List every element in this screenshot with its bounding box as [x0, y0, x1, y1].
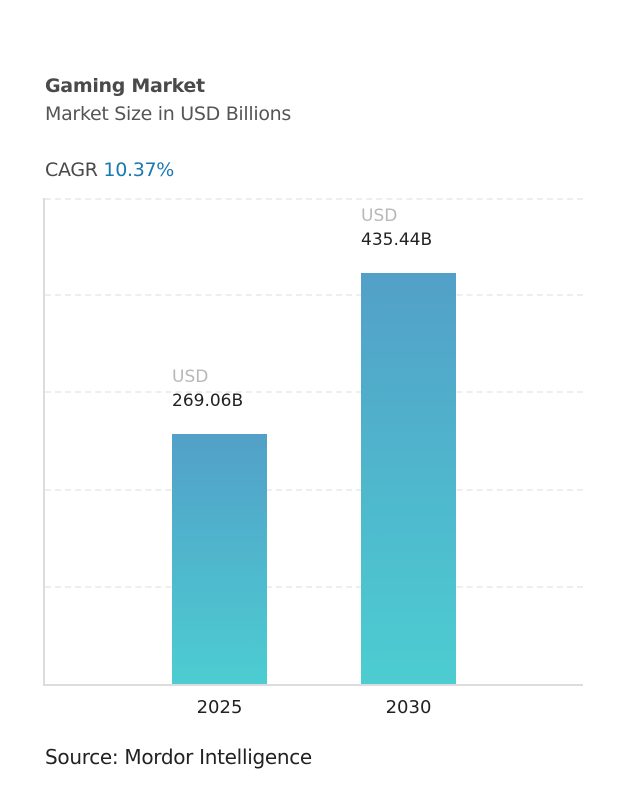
bar-label-2025: USD 269.06B — [172, 366, 243, 412]
bar-label-2030: USD 435.44B — [361, 205, 432, 251]
bar-2030 — [361, 273, 456, 684]
gridline — [45, 198, 583, 200]
cagr-value: 10.37% — [103, 159, 175, 181]
bar-value: 435.44B — [361, 230, 433, 250]
gridline — [45, 294, 583, 296]
chart-title: Gaming Market — [45, 75, 205, 97]
source-note: Source: Mordor Intelligence — [45, 745, 312, 769]
x-tick-2025: 2025 — [196, 697, 243, 718]
y-axis — [43, 198, 45, 686]
gridline — [45, 489, 583, 491]
x-axis — [43, 684, 583, 686]
chart-subtitle: Market Size in USD Billions — [45, 103, 292, 125]
cagr-label: CAGR — [45, 159, 98, 181]
gridline — [45, 391, 583, 393]
bar-value: 269.06B — [172, 391, 244, 411]
bar-2025 — [172, 434, 267, 684]
cagr-annotation: CAGR 10.37% — [45, 159, 174, 181]
gridline — [45, 586, 583, 588]
x-tick-2030: 2030 — [385, 697, 432, 718]
bar-currency: USD — [361, 206, 398, 226]
plot-area: USD 269.06B USD 435.44B — [43, 198, 583, 686]
bar-currency: USD — [172, 367, 209, 387]
